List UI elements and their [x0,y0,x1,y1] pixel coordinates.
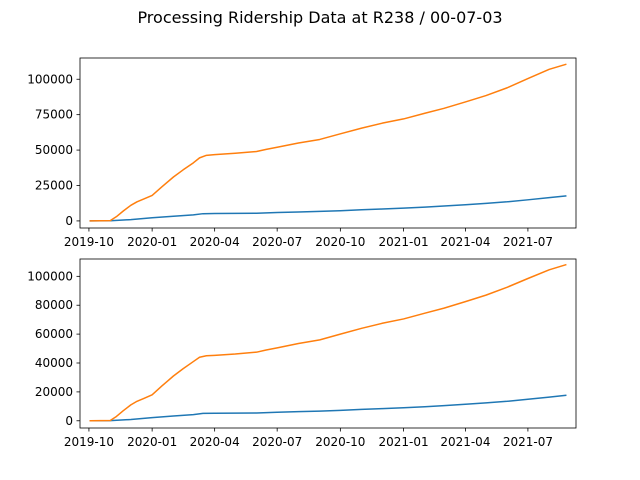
x-tick-label: 2021-07 [503,435,553,449]
series-line-1 [89,394,567,422]
x-tick-label: 2020-01 [127,435,177,449]
x-tick-label: 2019-10 [64,435,114,449]
y-tick-label: 25000 [35,179,73,193]
x-tick-label: 2020-10 [315,235,365,249]
x-tick-label: 2021-01 [378,235,428,249]
y-tick-label: 40000 [35,356,73,370]
series-line-2 [89,63,567,222]
x-tick-label: 2020-04 [190,435,240,449]
x-tick-label: 2021-07 [503,235,553,249]
x-tick-label: 2020-10 [315,435,365,449]
y-tick-label: 20000 [35,385,73,399]
series-line-2 [89,263,567,422]
y-tick-label: 100000 [27,269,73,283]
y-tick-label: 50000 [35,143,73,157]
x-tick-label: 2020-04 [190,235,240,249]
x-tick-label: 2020-07 [252,435,302,449]
y-tick-label: 0 [65,214,73,228]
y-tick-label: 80000 [35,298,73,312]
x-tick-label: 2021-04 [440,235,490,249]
y-tick-label: 75000 [35,108,73,122]
subplot-2: 0 20000 40000 60000 80000 100000 2019-10 2020-0… [27,258,577,449]
x-tick-label: 2021-04 [440,435,490,449]
subplot-1: 0 25000 50000 75000 100000 2019-10 2020-01 2020… [27,57,577,249]
x-tick-label: 2020-07 [252,235,302,249]
x-tick-label: 2020-01 [127,235,177,249]
y-tick-label: 60000 [35,327,73,341]
plot-frame [79,258,577,429]
series-line-1 [89,195,567,222]
plot-frame [79,57,577,229]
figure-title: Processing Ridership Data at R238 / 00-0… [137,8,503,27]
y-tick-label: 0 [65,414,73,428]
y-tick-label: 100000 [27,72,73,86]
x-tick-label: 2021-01 [378,435,428,449]
x-tick-label: 2019-10 [64,235,114,249]
